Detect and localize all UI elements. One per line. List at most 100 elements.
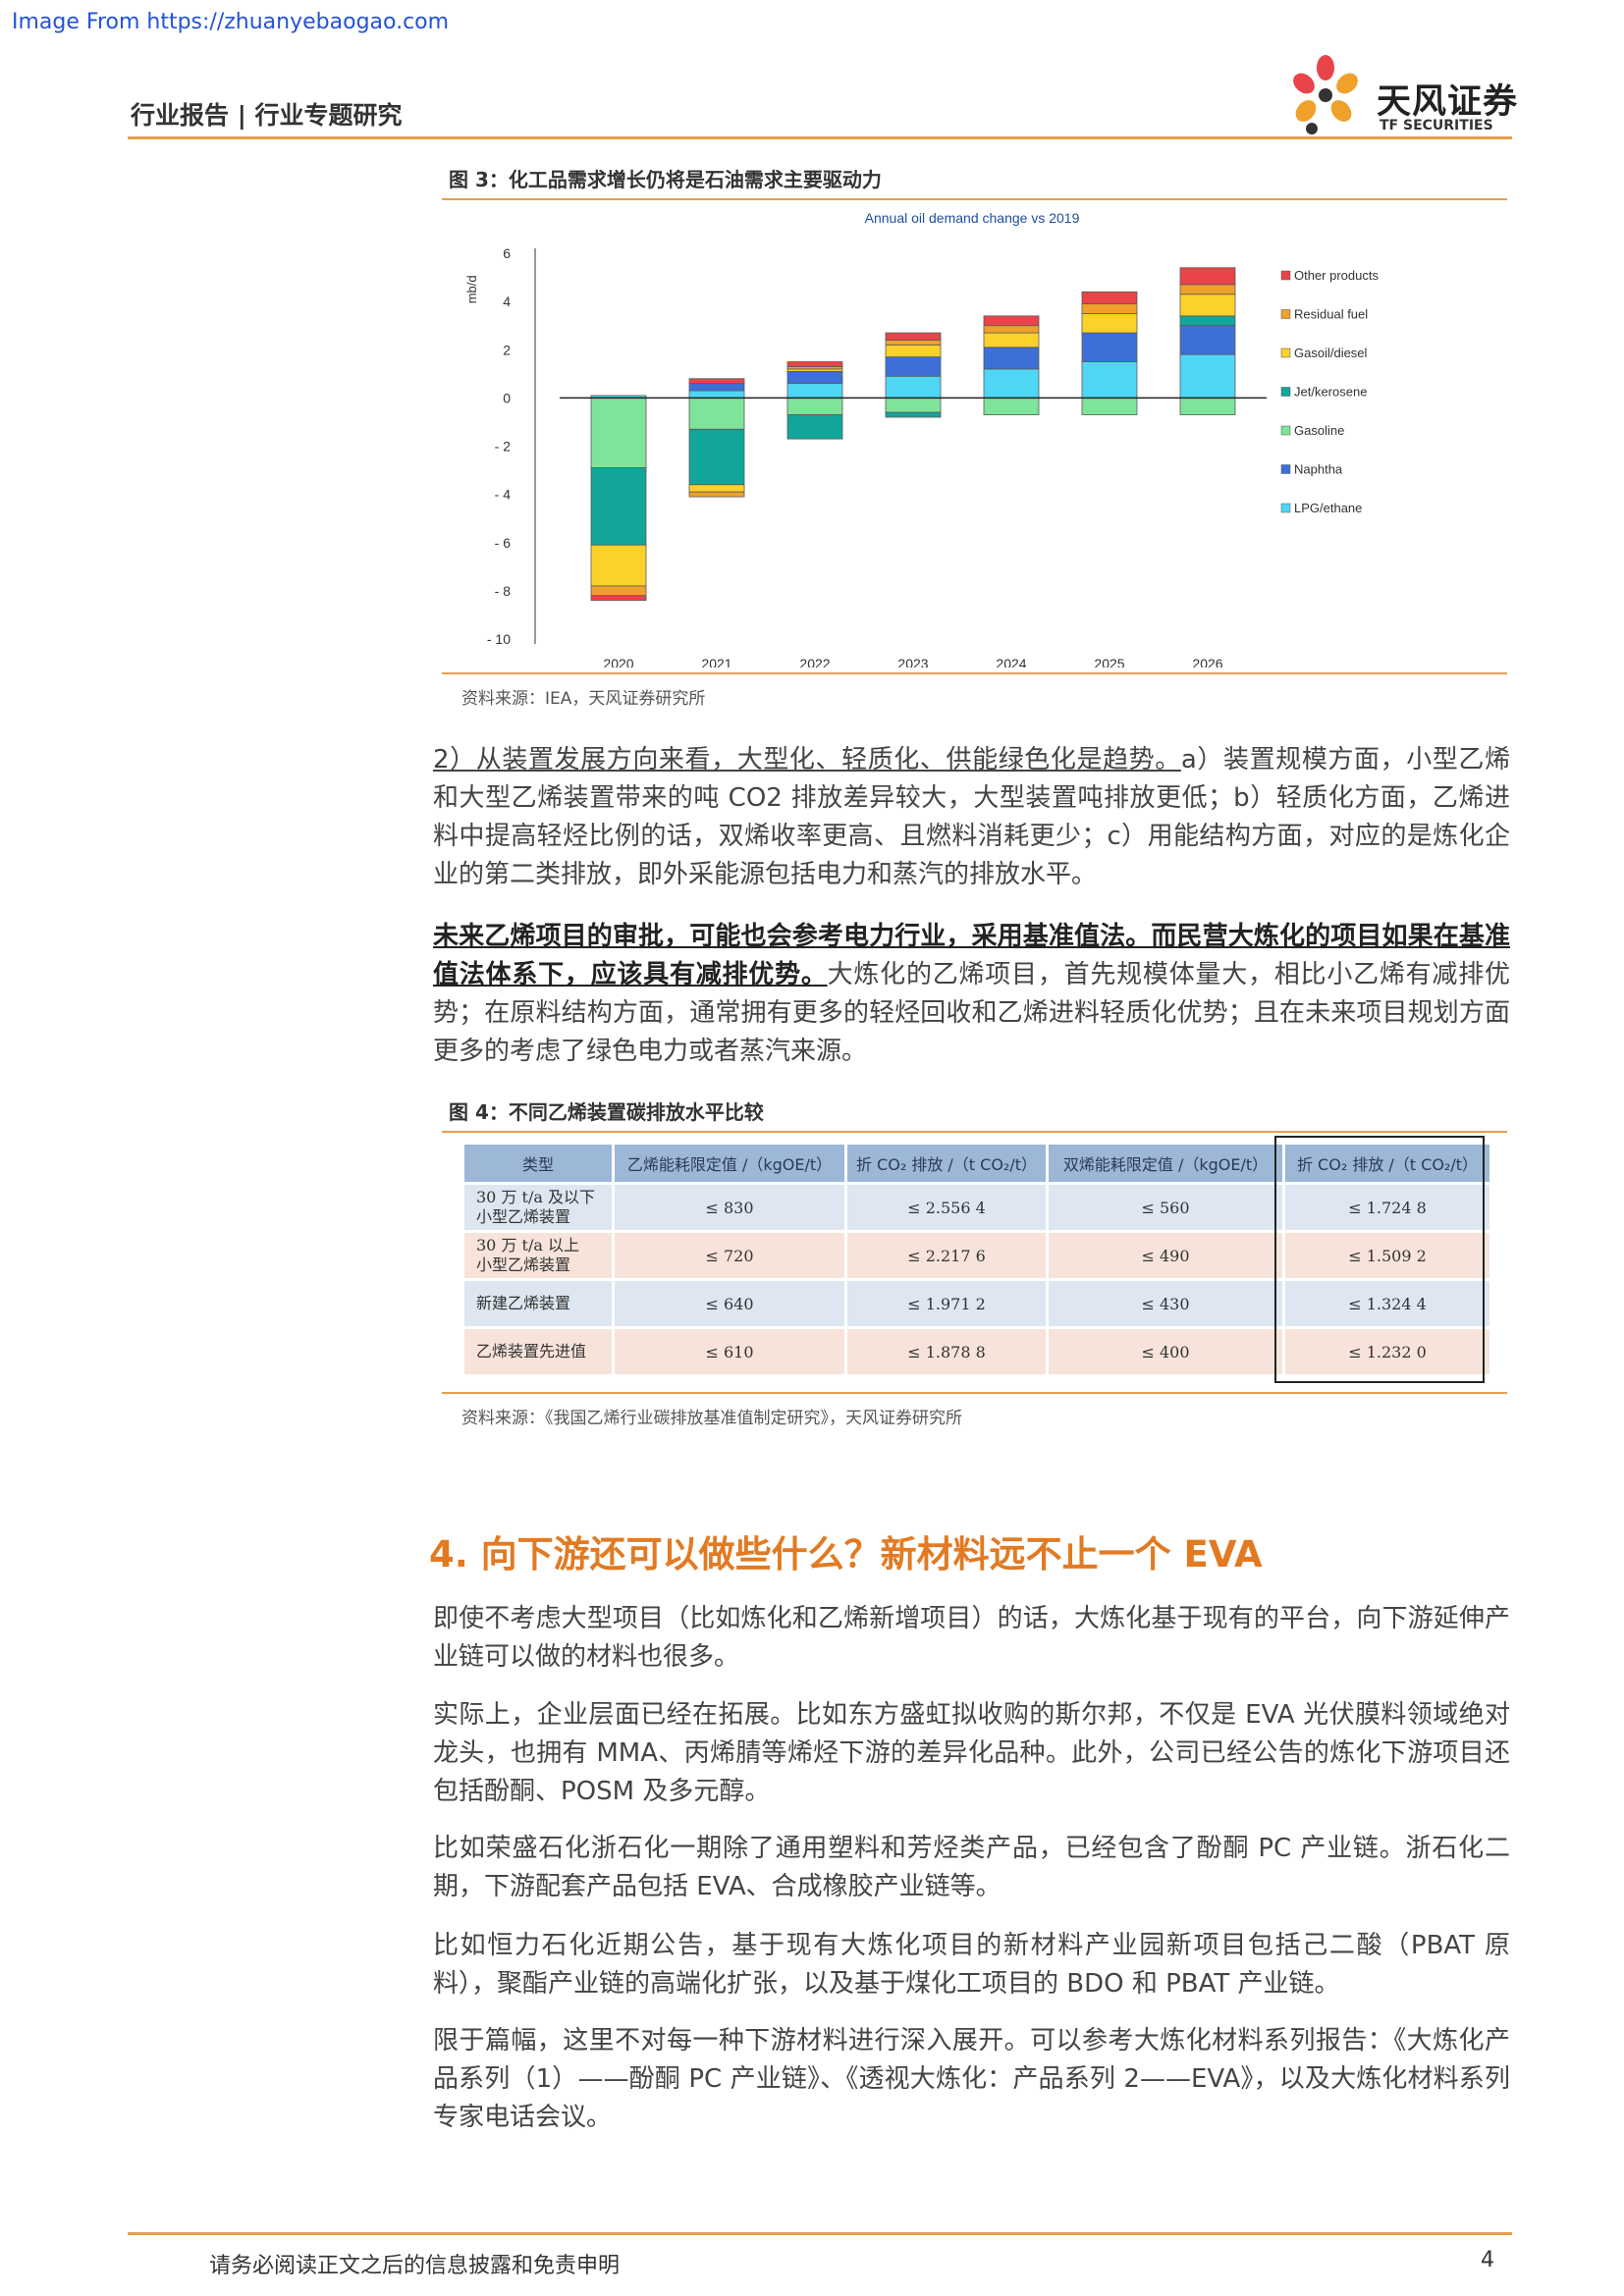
figure4-top-rule — [442, 1131, 1507, 1133]
company-logo: 天风证券 TF SECURITIES — [1286, 54, 1522, 137]
bar-segment — [1081, 291, 1138, 304]
bar-segment — [786, 383, 843, 399]
table-highlight-box — [1274, 1136, 1485, 1383]
y-tick-label: - 4 — [495, 487, 512, 503]
bar-segment — [688, 378, 745, 385]
table-row: 乙烯装置先进值 ≤ 610 ≤ 1.878 8 ≤ 400 ≤ 1.232 0 — [464, 1329, 1489, 1374]
bar-segment — [786, 370, 843, 385]
table-cell: ≤ 490 — [1049, 1233, 1282, 1278]
table-cell: ≤ 2.217 6 — [847, 1233, 1046, 1278]
bar-segment — [1081, 332, 1138, 362]
bar-segment — [983, 315, 1040, 327]
y-tick-label: 4 — [503, 294, 511, 309]
logo-flower-icon — [1293, 55, 1358, 134]
table-cell: ≤ 1.724 8 — [1285, 1185, 1489, 1230]
table-cell: ≤ 720 — [615, 1233, 844, 1278]
bar-segment — [590, 467, 647, 546]
bar-segment — [786, 397, 843, 415]
table-row-label: 乙烯装置先进值 — [464, 1329, 612, 1374]
section4-paragraph-1: 即使不考虑大型项目（比如炼化和乙烯新增项目）的话，大炼化基于现有的平台，向下游延… — [433, 1604, 1510, 1672]
bar-segment — [688, 383, 745, 392]
legend-swatch — [1280, 425, 1291, 436]
bar-segment — [1179, 284, 1236, 295]
table-row: 30 万 t/a 以上 小型乙烯装置 ≤ 720 ≤ 2.217 6 ≤ 490 … — [464, 1233, 1489, 1278]
bar-segment — [1179, 267, 1236, 286]
y-tick-label: - 6 — [495, 535, 512, 551]
bar-segment — [786, 414, 843, 440]
source-url[interactable]: Image From https://zhuanyebaogao.com — [12, 10, 450, 34]
bar-segment — [1081, 303, 1138, 314]
bar-segment — [1179, 294, 1236, 317]
para2-body: 大炼化的乙烯项目，首先规模体量大，相比小乙烯有减排优势；在原料结构方面，通常拥有… — [433, 960, 1510, 1066]
legend-swatch — [1280, 387, 1291, 397]
x-tick-label: 2021 — [701, 656, 731, 667]
table-row: 30 万 t/a 及以下 小型乙烯装置 ≤ 830 ≤ 2.556 4 ≤ 560… — [464, 1185, 1489, 1230]
bar-segment — [688, 428, 745, 486]
y-tick-label: - 2 — [495, 439, 512, 454]
bar-segment — [885, 340, 942, 346]
figure3-bottom-rule — [442, 672, 1507, 674]
footer-divider — [128, 2232, 1512, 2235]
page-number: 4 — [1481, 2248, 1494, 2272]
y-tick-label: 2 — [503, 342, 511, 357]
table-cell: ≤ 400 — [1049, 1329, 1282, 1374]
bar-segment — [983, 332, 1040, 348]
legend-label: Jet/kerosene — [1294, 385, 1367, 400]
bar-segment — [688, 397, 745, 430]
bar-segment — [590, 585, 647, 597]
legend-label: Naphtha — [1294, 462, 1343, 477]
table-cell: ≤ 1.878 8 — [847, 1329, 1046, 1374]
section4-paragraph-5: 限于篇幅，这里不对每一种下游材料进行深入展开。可以参考大炼化材料系列报告：《大炼… — [433, 2026, 1510, 2132]
y-tick-label: - 8 — [495, 583, 512, 599]
table-cell: ≤ 2.556 4 — [847, 1185, 1046, 1230]
bar-segment — [688, 390, 745, 399]
bar-segment — [1179, 315, 1236, 327]
table-header-cell: 折 CO₂ 排放 /（t CO₂/t） — [1285, 1145, 1489, 1182]
table-cell: ≤ 430 — [1049, 1281, 1282, 1326]
x-tick-label: 2022 — [799, 656, 830, 667]
bar-segment — [983, 325, 1040, 334]
table-header-cell: 类型 — [464, 1145, 612, 1182]
bar-segment — [590, 595, 647, 602]
bar-segment — [983, 368, 1040, 399]
bar-segment — [1179, 397, 1236, 415]
legend-label: Other products — [1294, 268, 1379, 283]
table-cell: ≤ 610 — [615, 1329, 844, 1374]
bar-segment — [786, 361, 843, 367]
bar-segment — [688, 484, 745, 493]
table-header-cell: 折 CO₂ 排放 /（t CO₂/t） — [847, 1145, 1046, 1182]
footer-disclaimer: 请务必阅读正文之后的信息披露和免责申明 — [209, 2254, 621, 2278]
x-tick-label: 2025 — [1094, 656, 1124, 667]
legend-swatch — [1280, 503, 1291, 513]
x-tick-label: 2026 — [1192, 656, 1222, 667]
table-cell: ≤ 830 — [615, 1185, 844, 1230]
table-cell: ≤ 560 — [1049, 1185, 1282, 1230]
legend-label: Gasoil/diesel — [1294, 346, 1368, 360]
legend-swatch — [1280, 347, 1291, 358]
table-header-cell: 乙烯能耗限定值 /（kgOE/t） — [615, 1145, 844, 1182]
figure3-title: 图 3：化工品需求增长仍将是石油需求主要驱动力 — [449, 168, 882, 191]
table-row-label: 30 万 t/a 以上 小型乙烯装置 — [464, 1233, 612, 1278]
logo-chinese-name: 天风证券 — [1377, 82, 1519, 122]
bar-segment — [885, 411, 942, 418]
table-header-cell: 双烯能耗限定值 /（kgOE/t） — [1049, 1145, 1282, 1182]
bar-segment — [885, 356, 942, 377]
y-axis-label: mb/d — [464, 275, 479, 303]
bar-segment — [1081, 397, 1138, 415]
bar-segment — [590, 544, 647, 587]
table-header-row: 类型 乙烯能耗限定值 /（kgOE/t） 折 CO₂ 排放 /（t CO₂/t）… — [464, 1145, 1489, 1182]
section-heading: 4. 向下游还可以做些什么？新材料远不止一个 EVA — [429, 1533, 1263, 1575]
section4-paragraph-2: 实际上，企业层面已经在拓展。比如东方盛虹拟收购的斯尔邦，不仅是 EVA 光伏膜料… — [433, 1700, 1510, 1806]
bar-segment — [983, 397, 1040, 415]
x-tick-label: 2023 — [897, 656, 928, 667]
report-header-title: 行业报告 | 行业专题研究 — [131, 101, 403, 130]
bar-segment — [590, 397, 647, 469]
section4-paragraph-3: 比如荣盛石化浙石化一期除了通用塑料和芳烃类产品，已经包含了酚酮 PC 产业链。浙… — [433, 1834, 1510, 1901]
figure4-title: 图 4：不同乙烯装置碳排放水平比较 — [449, 1100, 764, 1124]
table-row-label: 30 万 t/a 及以下 小型乙烯装置 — [464, 1185, 612, 1230]
x-tick-label: 2024 — [996, 656, 1026, 667]
legend-label: LPG/ethane — [1294, 501, 1362, 515]
bar-segment — [885, 397, 942, 413]
section4-paragraph-4: 比如恒力石化近期公告，基于现有大炼化项目的新材料产业园新项目包括己二酸（PBAT… — [433, 1931, 1510, 1999]
legend-swatch — [1280, 270, 1291, 281]
